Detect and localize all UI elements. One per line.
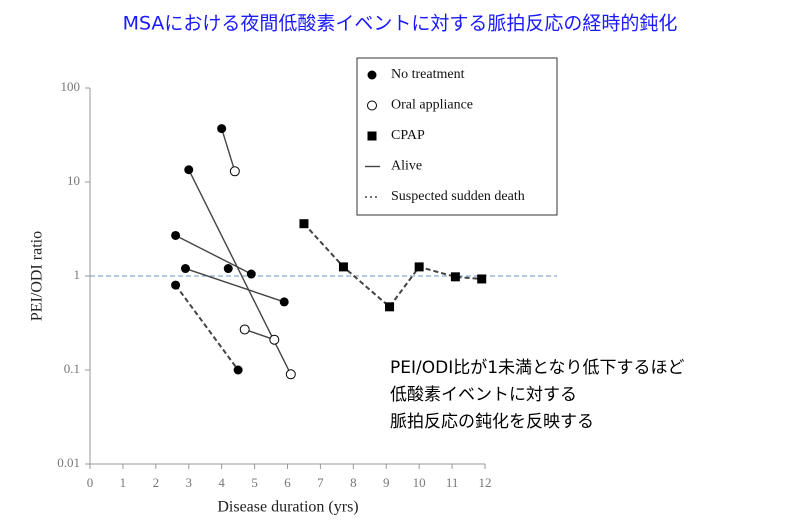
marker (184, 165, 194, 175)
marker (223, 264, 233, 274)
y-tick-label: 1 (74, 267, 81, 282)
legend-box (356, 57, 558, 216)
series-line (175, 234, 252, 275)
marker (171, 230, 181, 240)
marker (367, 70, 377, 80)
marker (229, 166, 240, 177)
x-tick-label: 11 (446, 475, 459, 490)
legend-label: No treatment (391, 67, 465, 82)
marker (367, 100, 377, 111)
legend-label: Suspected sudden death (391, 189, 525, 204)
marker (477, 274, 487, 284)
x-tick-label: 3 (186, 475, 193, 490)
x-axis-label: Disease duration (yrs) (217, 499, 358, 516)
marker (414, 262, 424, 272)
annotation: 低酸素イベントに対する (390, 385, 577, 405)
marker (180, 264, 190, 274)
x-tick-label: 12 (479, 475, 492, 490)
y-tick-label: 0.1 (64, 361, 80, 376)
x-tick-label: 8 (350, 475, 357, 490)
marker (285, 369, 296, 380)
series-line (174, 284, 239, 371)
marker (239, 324, 250, 335)
x-tick-label: 10 (413, 475, 426, 490)
x-tick-label: 1 (120, 475, 127, 490)
x-tick-label: 4 (218, 475, 225, 490)
x-tick-label: 7 (317, 475, 324, 490)
x-tick-label: 2 (153, 475, 160, 490)
series-line (185, 267, 285, 303)
annotation: 脈拍反応の鈍化を反映する (390, 412, 594, 432)
chart-title: MSAにおける夜間低酸素イベントに対する脈拍反応の経時的鈍化 (123, 13, 678, 35)
marker (367, 131, 377, 141)
series-line (244, 328, 275, 341)
marker (217, 124, 227, 134)
legend-label: CPAP (391, 128, 425, 143)
marker (246, 269, 256, 279)
marker (233, 365, 243, 375)
x-tick-label: 0 (87, 475, 94, 490)
marker (279, 297, 289, 307)
x-tick-label: 6 (284, 475, 291, 490)
y-tick-label: 10 (67, 173, 80, 188)
y-tick-label: 0.01 (57, 455, 80, 470)
y-axis-label: PEI/ODI ratio (29, 231, 46, 321)
marker (299, 219, 309, 229)
legend-label: Oral appliance (391, 98, 473, 113)
x-tick-label: 9 (383, 475, 390, 490)
marker (269, 334, 280, 345)
marker (171, 280, 181, 290)
annotation: PEI/ODI比が1未満となり低下するほど (390, 358, 685, 378)
series-line (220, 128, 236, 172)
x-tick-label: 5 (251, 475, 258, 490)
y-tick-label: 100 (61, 79, 81, 94)
series-line (303, 223, 482, 309)
legend-label: Alive (391, 159, 422, 174)
marker (338, 262, 348, 272)
marker (385, 302, 395, 312)
marker (450, 272, 460, 282)
